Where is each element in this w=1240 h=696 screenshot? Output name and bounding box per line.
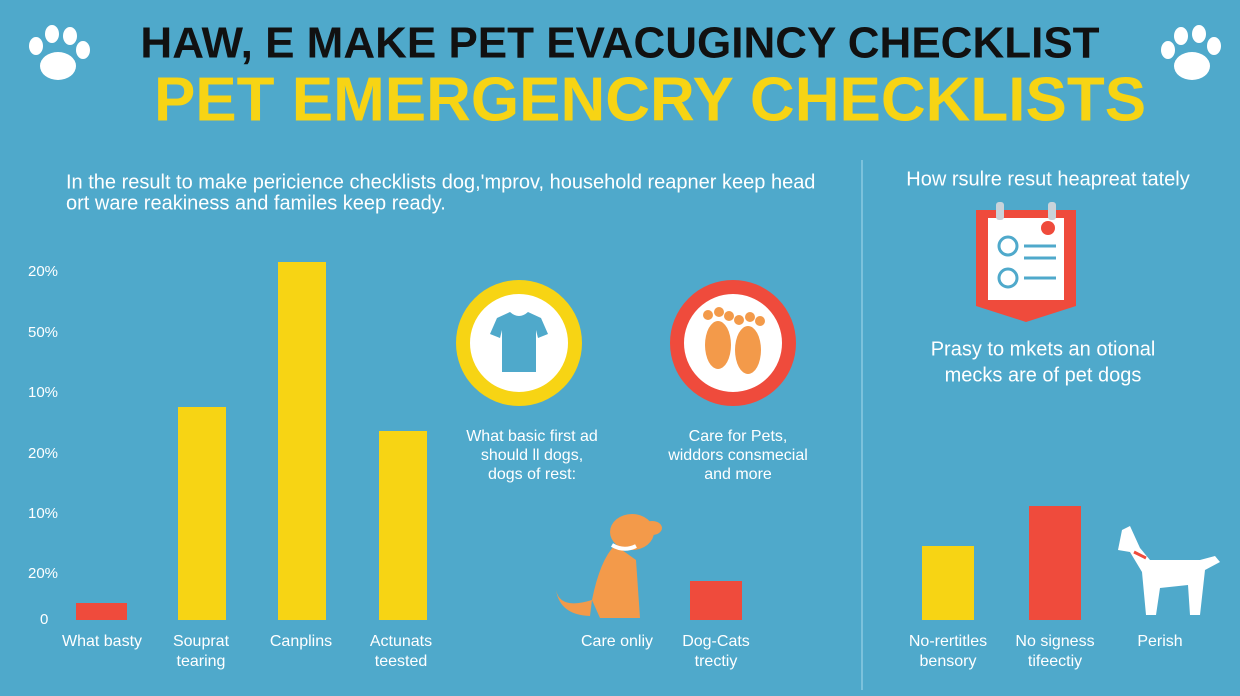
axis-label: 20% — [28, 565, 58, 582]
bar-label: tearing — [177, 653, 226, 670]
bar — [1029, 506, 1081, 620]
dog-white — [1118, 526, 1220, 615]
bar-label: trectiy — [695, 653, 738, 670]
bar — [278, 262, 326, 620]
card-text: dogs of rest: — [488, 466, 576, 483]
card-text: and more — [704, 466, 772, 483]
bar — [690, 581, 742, 620]
bar-label: No-rertitles — [909, 633, 987, 650]
axis-label: 20% — [28, 263, 58, 280]
bar-label: No signess — [1015, 633, 1094, 650]
bar-label: Dog-Cats — [682, 633, 750, 650]
clipboard-icon — [976, 202, 1076, 322]
bar — [922, 546, 974, 620]
bar — [76, 603, 127, 620]
axis-label: 0 — [40, 611, 48, 628]
paws-icon — [703, 307, 765, 374]
collar — [610, 543, 637, 551]
right-text: Prasy to mkets an otional — [931, 338, 1156, 360]
collar — [1133, 550, 1147, 560]
bar-label: Souprat — [173, 633, 230, 650]
subtitle: PET EMERGENCRY CHECKLISTS — [154, 65, 1146, 134]
intro-line: ort ware reakiness and familes keep read… — [66, 192, 446, 214]
card-text: Care for Pets, — [689, 428, 788, 445]
right-heading: How rsulre resut heapreat tately — [906, 168, 1189, 190]
bar-label: Canplins — [270, 633, 332, 650]
axis-label: 10% — [28, 505, 58, 522]
axis-label: 20% — [28, 445, 58, 462]
intro-line: In the result to make pericience checkli… — [66, 171, 815, 193]
dog-orange — [556, 514, 662, 618]
shirt-icon — [490, 312, 548, 372]
bar-label: Perish — [1137, 633, 1182, 650]
bar-label: Actunats — [370, 633, 432, 650]
bar-label: What basty — [62, 633, 142, 650]
card-text: should ll dogs, — [481, 447, 583, 464]
bar-label: teested — [375, 653, 427, 670]
bar-label: Care onliy — [581, 633, 653, 650]
bar-label: tifeectiy — [1028, 653, 1082, 670]
card-text: widdors consmecial — [667, 447, 808, 464]
bar — [178, 407, 226, 620]
icon-ring-red — [670, 280, 796, 406]
title: HAW, E MAKE PET EVACUGINCY CHECKLIST — [140, 19, 1099, 68]
paw-right — [1161, 25, 1221, 80]
bar — [379, 431, 427, 620]
axis-label: 10% — [28, 384, 58, 401]
card-text: What basic first ad — [466, 428, 598, 445]
axis-label: 50% — [28, 324, 58, 341]
right-text: mecks are of pet dogs — [945, 364, 1142, 386]
paw-left — [29, 25, 90, 80]
bar-label: bensory — [920, 653, 977, 670]
